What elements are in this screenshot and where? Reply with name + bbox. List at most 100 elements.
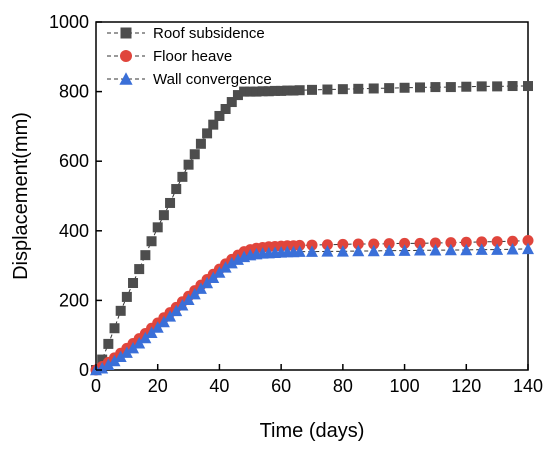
data-point	[383, 238, 395, 250]
legend-label: Wall convergence	[153, 71, 272, 88]
data-layer	[90, 81, 534, 376]
data-point	[523, 81, 533, 92]
data-point	[368, 238, 380, 250]
series-2	[90, 242, 534, 376]
legend-entry: Floor heave	[107, 48, 232, 65]
data-point	[399, 82, 410, 93]
data-point	[127, 341, 140, 354]
data-point	[506, 242, 519, 255]
data-point	[245, 86, 256, 97]
data-point	[307, 84, 317, 95]
data-point	[219, 261, 232, 273]
legend-label: Floor heave	[153, 48, 232, 65]
data-point	[208, 119, 219, 130]
data-point	[507, 81, 518, 92]
data-point	[115, 305, 126, 316]
data-point	[145, 326, 158, 339]
data-point	[188, 287, 201, 300]
data-point	[97, 354, 108, 365]
data-point	[398, 244, 411, 256]
data-point	[445, 82, 456, 93]
data-point	[194, 282, 207, 294]
data-point	[103, 338, 114, 349]
legend-entry: Roof subsidence	[107, 25, 265, 42]
data-point	[158, 210, 169, 221]
y-tick-label: 600	[59, 151, 89, 171]
legend-marker	[119, 72, 133, 85]
data-point	[352, 244, 365, 257]
data-point	[293, 245, 306, 257]
data-point	[282, 85, 293, 96]
data-point	[134, 264, 145, 275]
data-point	[476, 81, 487, 92]
data-point	[352, 238, 364, 250]
data-point	[336, 245, 349, 257]
data-point	[367, 244, 380, 257]
data-point	[337, 238, 349, 250]
data-point	[460, 236, 472, 248]
data-point	[139, 331, 152, 344]
data-point	[140, 250, 151, 261]
legend-marker	[120, 50, 132, 62]
y-tick-label: 400	[59, 221, 89, 241]
data-point	[444, 243, 457, 256]
data-point	[109, 323, 120, 334]
data-point	[170, 304, 183, 317]
plot-frame	[95, 21, 529, 371]
x-axis-title: Time (days)	[260, 420, 365, 442]
data-point	[171, 184, 182, 195]
x-tick-label: 60	[271, 376, 291, 396]
data-point	[294, 85, 305, 96]
data-point	[429, 237, 441, 249]
data-point	[321, 245, 334, 257]
legend: Roof subsidence Floor heave Wall convergen…	[107, 25, 272, 88]
data-point	[263, 86, 274, 97]
data-point	[225, 256, 238, 269]
data-point	[294, 239, 306, 251]
x-tick-label: 20	[148, 376, 168, 396]
data-point	[232, 90, 243, 101]
data-point	[522, 242, 534, 255]
x-tick-label: 40	[209, 376, 229, 396]
x-tick-label: 140	[513, 376, 543, 396]
data-point	[120, 346, 133, 358]
data-point	[207, 271, 220, 284]
x-tick-label: 0	[91, 376, 101, 396]
y-tick-label: 0	[79, 360, 89, 380]
data-point	[337, 84, 348, 95]
data-point	[460, 243, 473, 256]
data-point	[183, 159, 194, 170]
data-point	[152, 222, 163, 233]
x-tick-label: 120	[451, 376, 481, 396]
data-point	[128, 278, 139, 288]
data-point	[114, 350, 127, 363]
legend-entry: Wall convergence	[107, 71, 272, 88]
data-point	[176, 299, 189, 311]
series-0	[91, 81, 533, 375]
plot-border	[95, 21, 529, 371]
data-point	[368, 83, 379, 94]
data-point	[415, 82, 425, 93]
y-tick-label: 200	[59, 290, 89, 310]
data-point	[306, 245, 318, 257]
data-point	[177, 171, 188, 182]
data-point	[353, 83, 364, 94]
data-point	[189, 149, 200, 160]
data-point	[475, 243, 488, 255]
series-line	[95, 248, 529, 371]
data-point	[384, 83, 395, 94]
data-point	[492, 81, 503, 92]
data-point	[226, 97, 237, 108]
data-point	[146, 236, 157, 247]
y-axis-title: Displacement(mm)	[10, 112, 32, 280]
y-tick-label: 800	[59, 82, 89, 102]
data-point	[276, 85, 287, 96]
data-point	[151, 321, 164, 333]
data-point	[251, 86, 262, 97]
data-point	[202, 128, 213, 139]
data-point	[133, 336, 146, 349]
data-point	[383, 244, 396, 256]
data-point	[476, 236, 488, 248]
data-point	[214, 110, 225, 121]
